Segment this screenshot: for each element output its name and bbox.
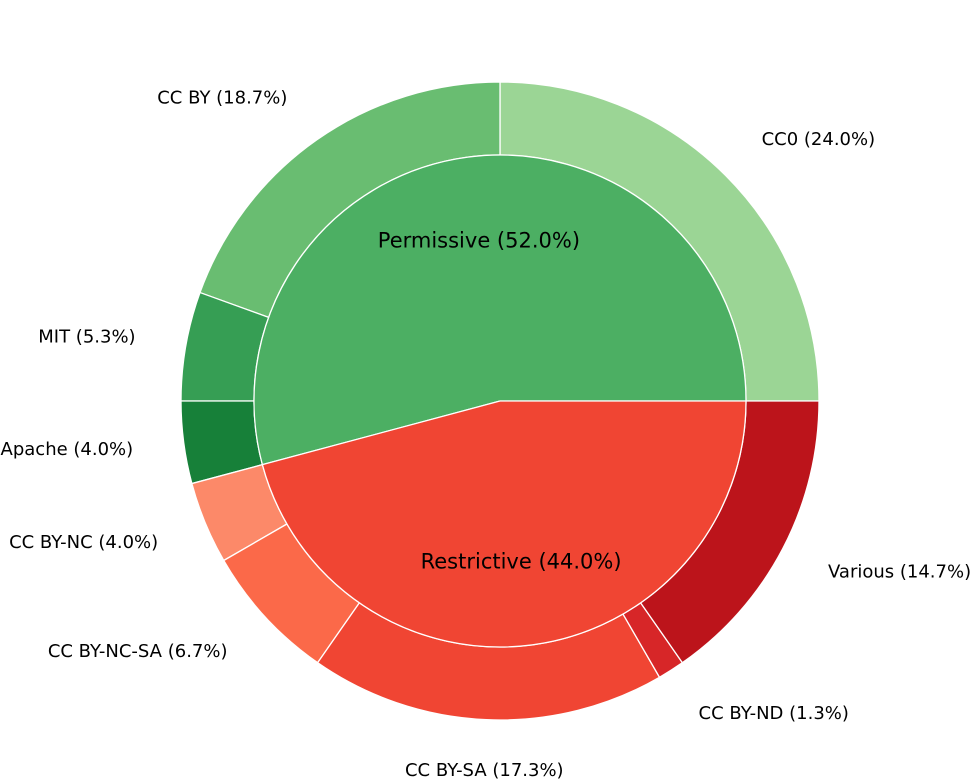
label-cc-by-nd: CC BY-ND (1.3%) bbox=[699, 703, 849, 724]
outer-ring bbox=[180, 81, 820, 721]
label-cc-by-sa: CC BY-SA (17.3%) bbox=[405, 760, 564, 781]
label-cc-by-nc: CC BY-NC (4.0%) bbox=[9, 532, 158, 553]
label-cc0: CC0 (24.0%) bbox=[762, 129, 876, 150]
wedge-restrictive bbox=[261, 400, 747, 648]
label-permissive: Permissive (52.0%) bbox=[378, 228, 580, 252]
inner-labels: Permissive (52.0%) Restrictive (44.0%) bbox=[378, 228, 622, 573]
label-restrictive: Restrictive (44.0%) bbox=[421, 550, 622, 574]
outer-labels: CC0 (24.0%) CC BY (18.7%) MIT (5.3%) Apache… bbox=[1, 88, 972, 782]
wedge-permissive bbox=[253, 154, 747, 466]
label-cc-by: CC BY (18.7%) bbox=[157, 88, 287, 109]
inner-ring bbox=[253, 154, 747, 648]
label-various: Various (14.7%) bbox=[828, 562, 971, 583]
label-apache: Apache (4.0%) bbox=[1, 439, 134, 460]
label-cc-by-nc-sa: CC BY-NC-SA (6.7%) bbox=[48, 641, 228, 662]
label-mit: MIT (5.3%) bbox=[38, 327, 135, 348]
